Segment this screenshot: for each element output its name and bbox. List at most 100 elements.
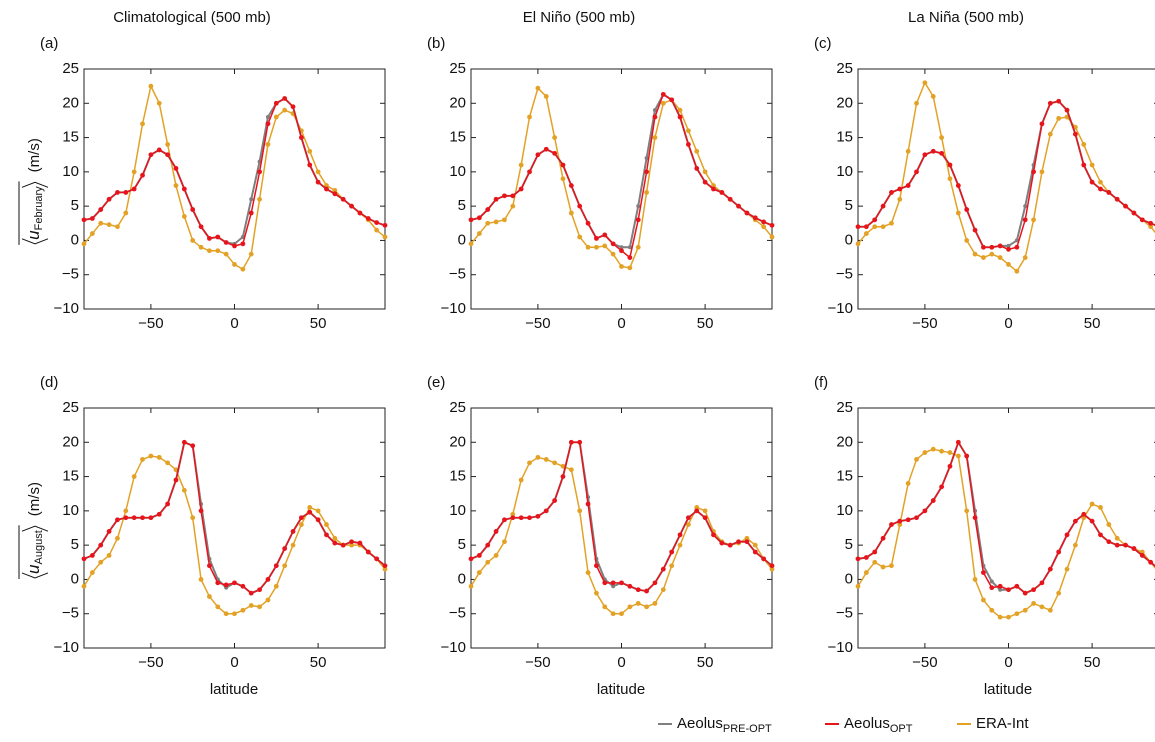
- data-point: [922, 508, 928, 514]
- data-point: [265, 597, 271, 603]
- data-point: [535, 513, 541, 519]
- x-tick-label: −50: [525, 315, 550, 332]
- data-point: [880, 203, 886, 209]
- data-point: [148, 453, 154, 459]
- series-line: [857, 439, 1155, 595]
- data-point: [964, 453, 970, 459]
- data-point: [273, 100, 279, 106]
- data-point: [173, 166, 179, 171]
- data-point: [610, 251, 616, 257]
- y-tick-label: 20: [449, 433, 466, 450]
- data-point: [476, 231, 482, 236]
- data-point: [1047, 131, 1053, 137]
- y-tick-label: 0: [458, 231, 466, 248]
- x-tick-label: 0: [1004, 654, 1012, 671]
- data-point: [964, 238, 970, 243]
- data-point: [140, 515, 145, 521]
- data-point: [660, 91, 666, 97]
- data-point: [257, 169, 262, 175]
- data-point: [468, 583, 474, 589]
- data-point: [1047, 566, 1053, 572]
- y-tick-label: 25: [836, 399, 853, 416]
- data-point: [711, 532, 716, 538]
- data-point: [989, 251, 995, 257]
- data-point: [518, 515, 524, 521]
- data-point: [552, 150, 558, 156]
- data-point: [922, 80, 928, 86]
- y-tick-label: 20: [836, 433, 853, 450]
- data-point: [140, 121, 145, 127]
- data-point: [1089, 501, 1095, 507]
- data-point: [156, 147, 162, 153]
- data-point: [669, 549, 675, 555]
- data-point: [1064, 107, 1070, 113]
- y-tick-label: 0: [71, 570, 79, 587]
- data-point: [694, 505, 700, 510]
- panel-label: (f): [814, 374, 828, 391]
- data-point: [1014, 238, 1019, 243]
- data-point: [769, 234, 775, 240]
- data-point: [568, 183, 574, 188]
- data-point: [527, 169, 532, 175]
- legend-sub: OPT: [890, 723, 913, 735]
- series-line: [470, 86, 773, 269]
- data-point: [947, 162, 953, 168]
- x-axis-label: latitude: [210, 681, 258, 698]
- data-point: [610, 611, 616, 617]
- data-point: [198, 224, 204, 230]
- data-point: [594, 235, 599, 241]
- data-point: [1148, 220, 1154, 226]
- data-point: [315, 179, 321, 185]
- data-point: [855, 241, 861, 247]
- data-point: [627, 265, 633, 271]
- data-point: [568, 439, 574, 445]
- data-point: [215, 234, 221, 240]
- data-point: [1123, 542, 1128, 548]
- data-point: [98, 559, 104, 565]
- data-point: [1148, 224, 1154, 230]
- data-point: [1039, 580, 1045, 586]
- data-point: [527, 515, 532, 521]
- data-point: [298, 135, 304, 140]
- data-point: [357, 540, 363, 546]
- data-point: [736, 539, 741, 545]
- data-point: [1022, 607, 1028, 613]
- data-point: [585, 244, 591, 250]
- data-point: [332, 540, 338, 546]
- data-point: [543, 508, 549, 514]
- data-point: [880, 564, 886, 570]
- data-point: [1081, 511, 1087, 517]
- data-point: [198, 577, 204, 582]
- data-point: [914, 169, 919, 175]
- y-axis-label: uAugust (m/s): [18, 482, 49, 579]
- data-point: [585, 570, 591, 575]
- data-point: [123, 515, 129, 521]
- data-point: [619, 264, 624, 269]
- data-point: [140, 172, 145, 178]
- data-point: [207, 594, 212, 599]
- data-point: [374, 220, 380, 226]
- data-point: [711, 186, 716, 192]
- data-point: [930, 498, 936, 503]
- data-point: [282, 546, 288, 551]
- data-point: [89, 553, 95, 558]
- data-point: [468, 217, 474, 223]
- y-tick-label: 5: [71, 536, 79, 553]
- data-point: [997, 255, 1003, 260]
- data-point: [207, 248, 212, 254]
- panel-label: (d): [40, 374, 58, 391]
- data-point: [972, 227, 978, 233]
- data-point: [752, 542, 758, 548]
- data-point: [123, 210, 129, 216]
- data-point: [198, 244, 204, 250]
- data-point: [652, 108, 657, 113]
- data-point: [1023, 204, 1028, 209]
- data-point: [619, 245, 624, 250]
- data-point: [594, 590, 599, 596]
- data-point: [535, 152, 541, 158]
- data-point: [594, 563, 599, 569]
- data-point: [240, 583, 246, 589]
- data-point: [106, 529, 112, 534]
- data-point: [1031, 601, 1036, 606]
